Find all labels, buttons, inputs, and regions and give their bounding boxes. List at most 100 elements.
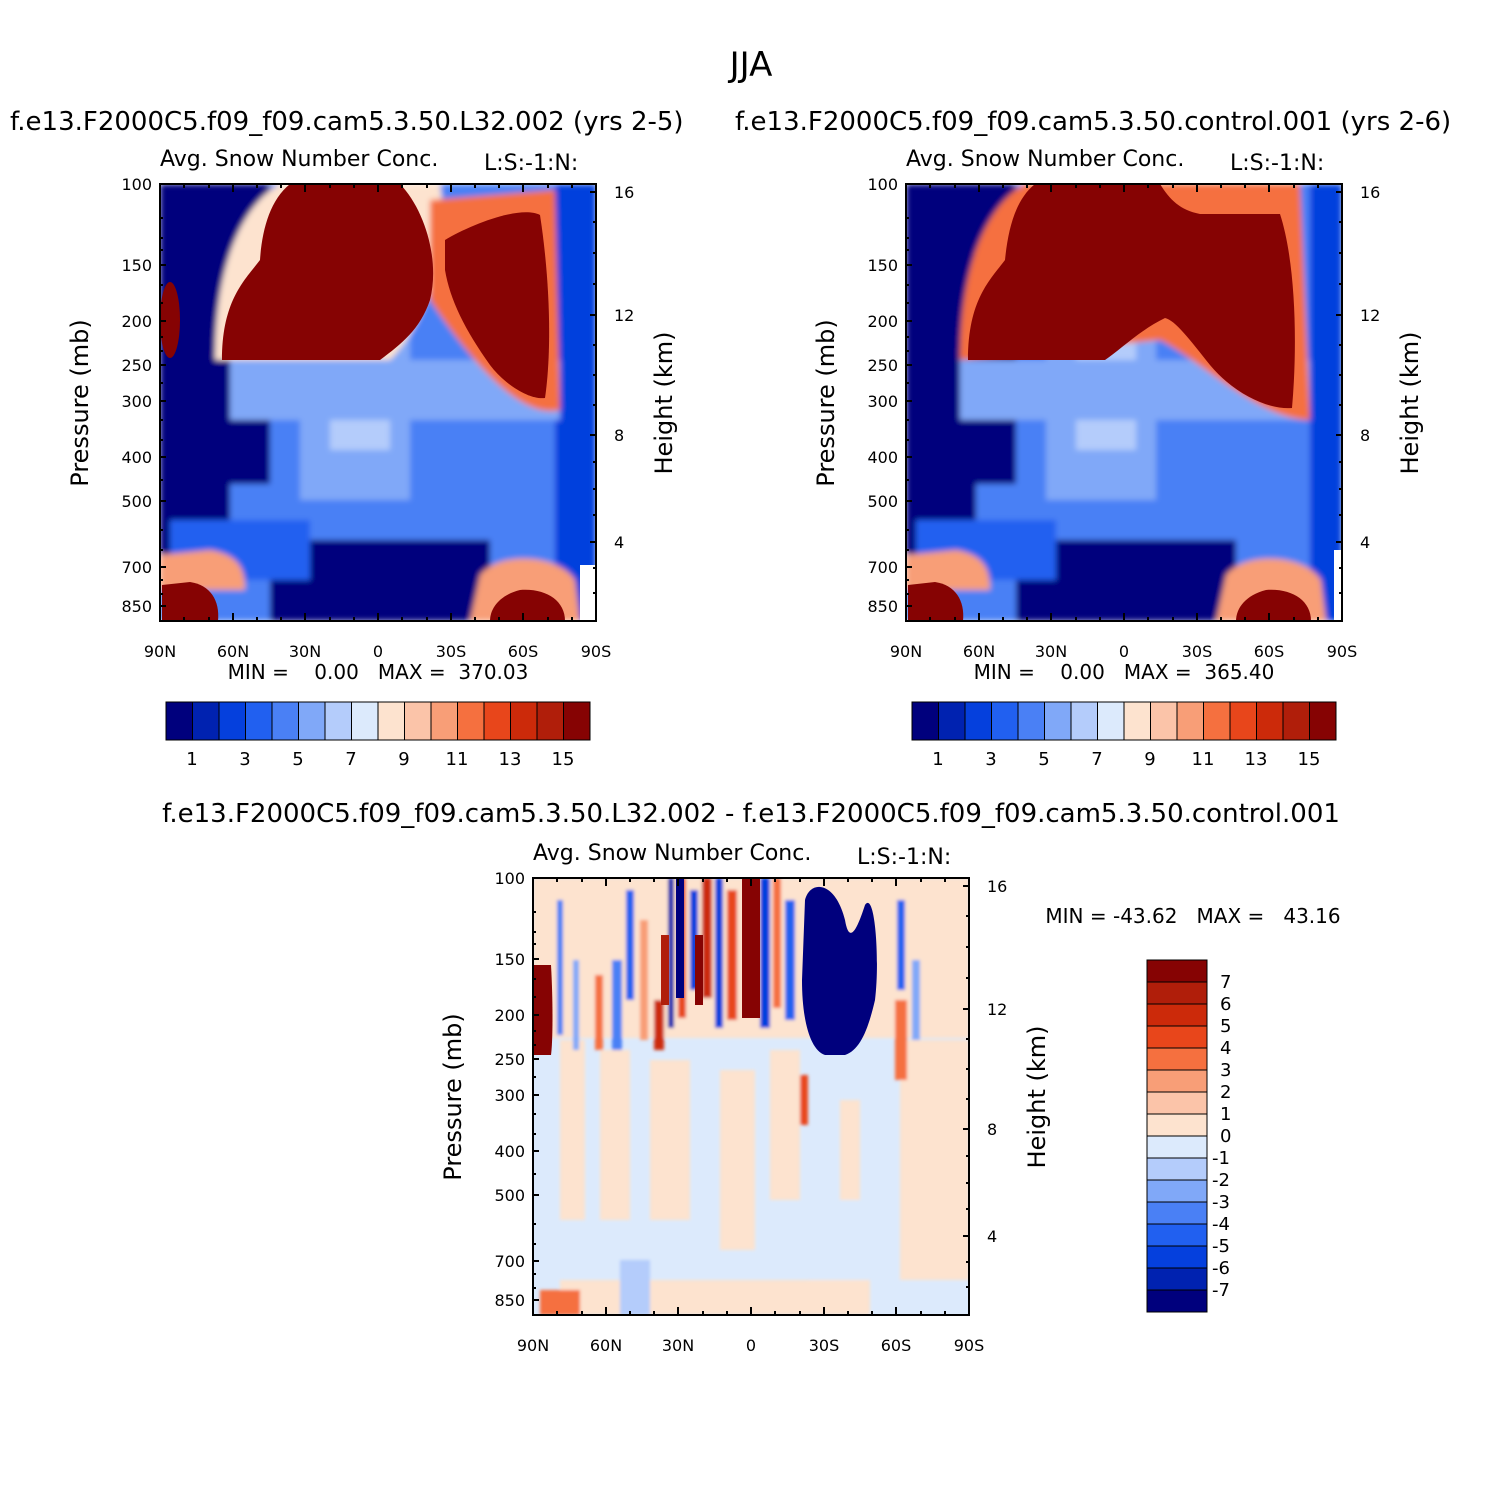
panel-a-ytick-label: 700 <box>121 558 152 577</box>
colorbar-swatch <box>1146 1091 1208 1115</box>
panel-b-colorbar-label: 3 <box>985 749 996 770</box>
panel-b-y2label: Height (km) <box>1396 332 1424 475</box>
panel-c-max-streak <box>695 935 703 1005</box>
panel-b-colorbar-label: 9 <box>1144 749 1155 770</box>
panel-a-ytick-label: 400 <box>121 448 152 467</box>
panel-a-colorbar-label: 3 <box>239 749 250 770</box>
panel-a-colorbar-label: 13 <box>499 749 522 770</box>
panel-c-colorbar-label: 2 <box>1220 1082 1231 1103</box>
panel-a-colorbar-label: 9 <box>398 749 409 770</box>
colorbar-swatch <box>1146 1157 1208 1181</box>
panel-c-colorbar-label: 0 <box>1220 1126 1231 1147</box>
panel-a-y2-ticklabels: 16 12 8 4 <box>614 183 634 552</box>
panel-c-ytick-label: 700 <box>494 1252 525 1271</box>
panel-a-y2tick-label: 12 <box>614 306 634 325</box>
colorbar-swatch <box>510 701 538 741</box>
panel-c-max-region-pole <box>533 965 553 1055</box>
colorbar-swatch <box>964 701 992 741</box>
panel-b-colorbar-labels: 1 3 5 7 9 11 13 15 <box>932 749 1320 770</box>
panel-b-units: L:S:-1:N: <box>1230 151 1324 176</box>
panel-b-colorbar-label: 11 <box>1192 749 1215 770</box>
panel-c-ytick-label: 850 <box>494 1291 525 1310</box>
panel-b-ytick-label: 100 <box>867 175 898 194</box>
panel-c-y-ticklabels: 100 150 200 250 300 400 500 700 850 <box>494 869 525 1310</box>
panel-a-frame <box>159 183 597 622</box>
panel-b-colorbar-label: 1 <box>932 749 943 770</box>
colorbar-swatch <box>1256 701 1284 741</box>
panel-c-colorbar-labels: 7 6 5 4 3 2 1 0 -1 -2 -3 -4 -5 -6 -7 <box>1212 972 1231 1301</box>
colorbar-swatch <box>324 701 352 741</box>
panel-c-y2-ticklabels: 16 12 8 4 <box>987 877 1007 1246</box>
colorbar-swatch <box>404 701 432 741</box>
panel-c-ylabel: Pressure (mb) <box>439 1013 467 1180</box>
panel-c-max-streak <box>661 935 669 1005</box>
colorbar-swatch <box>165 701 193 741</box>
panel-b-frame <box>905 183 1343 622</box>
panel-a-title: f.e13.F2000C5.f09_f09.cam5.3.50.L32.002 … <box>10 107 684 137</box>
panel-c-y2tick-label: 4 <box>987 1227 997 1246</box>
panel-c-colorbar-label: -2 <box>1212 1170 1230 1191</box>
panel-a-xtick-label: 60S <box>508 642 539 661</box>
panel-b-colorbar-label: 7 <box>1091 749 1102 770</box>
panel-c-max-streak <box>742 878 760 1018</box>
panel-b-xtick-label: 90S <box>1327 642 1358 661</box>
panel-b-y2tick-label: 12 <box>1360 306 1380 325</box>
colorbar-swatch <box>1146 959 1208 983</box>
panel-b-max-region <box>968 184 1295 409</box>
panel-a-xtick-label: 90S <box>581 642 612 661</box>
panel-c-xtick-label: 30S <box>809 1336 840 1355</box>
panel-c-stats: MIN = -43.62 MAX = 43.16 <box>1045 904 1340 928</box>
panel-a-xtick-label: 0 <box>373 642 383 661</box>
panel-c-colorbar-label: -1 <box>1212 1148 1230 1169</box>
panel-a-colorbar-labels: 1 3 5 7 9 11 13 15 <box>186 749 574 770</box>
panel-c-xtick-label: 30N <box>662 1336 694 1355</box>
panel-a-y2tick-label: 16 <box>614 183 634 202</box>
panel-b-ytick-label: 850 <box>867 597 898 616</box>
panel-a-colorbar-label: 15 <box>552 749 575 770</box>
panel-b-ytick-label: 700 <box>867 558 898 577</box>
panel-b-ytick-label: 300 <box>867 392 898 411</box>
panel-c-frame <box>532 877 970 1316</box>
panel-c-xtick-label: 90S <box>954 1336 985 1355</box>
colorbar-swatch <box>1097 701 1125 741</box>
panel-b-ylabel: Pressure (mb) <box>812 319 840 486</box>
figure-title: JJA <box>728 45 773 85</box>
panel-a-x-ticklabels: 90N 60N 30N 0 30S 60S 90S <box>144 642 611 661</box>
colorbar-swatch <box>1282 701 1310 741</box>
panel-c-units: L:S:-1:N: <box>857 845 951 870</box>
panel-a-xtick-label: 30S <box>436 642 467 661</box>
colorbar-swatch <box>1146 1025 1208 1049</box>
colorbar-swatch <box>1150 701 1178 741</box>
colorbar-swatch <box>1146 1289 1208 1313</box>
colorbar-swatch <box>1146 1245 1208 1269</box>
panel-c-y2label: Height (km) <box>1023 1026 1051 1169</box>
panel-a-max-region-arctic-low <box>162 582 219 621</box>
panel-c-y2tick-label: 8 <box>987 1120 997 1139</box>
panel-b-ytick-label: 150 <box>867 256 898 275</box>
panel-a-max-region-main <box>222 184 434 360</box>
panel-b-field <box>906 184 1342 621</box>
panel-c-ytick-label: 150 <box>494 950 525 969</box>
panel-c-colorbar-label: -3 <box>1212 1192 1230 1213</box>
colorbar-swatch <box>377 701 405 741</box>
panel-b-max-region-antarctic-low <box>1236 589 1311 621</box>
panel-c-min-region <box>802 886 877 1055</box>
colorbar-swatch <box>298 701 326 741</box>
panel-a-xtick-label: 90N <box>144 642 176 661</box>
colorbar-swatch <box>1044 701 1072 741</box>
colorbar-swatch <box>1017 701 1045 741</box>
panel-b-ytick-label: 250 <box>867 356 898 375</box>
panel-b-colorbar-label: 15 <box>1298 749 1321 770</box>
panel-a-ytick-label: 150 <box>121 256 152 275</box>
colorbar-swatch <box>1203 701 1231 741</box>
panel-c-colorbar-label: 6 <box>1220 994 1231 1015</box>
panel-c-min-streak <box>676 878 684 998</box>
panel-c-subtitle: Avg. Snow Number Conc. <box>533 841 811 866</box>
colorbar-swatch <box>1146 1047 1208 1071</box>
panel-a-y-ticklabels: 100 150 200 250 300 400 500 700 850 <box>121 175 152 616</box>
panel-a-colorbar <box>165 701 591 741</box>
panel-c-colorbar-label: -6 <box>1212 1258 1230 1279</box>
panel-a-colorbar-label: 7 <box>345 749 356 770</box>
panel-a-max-region-south <box>445 212 550 399</box>
panel-a-y2tick-label: 8 <box>614 426 624 445</box>
